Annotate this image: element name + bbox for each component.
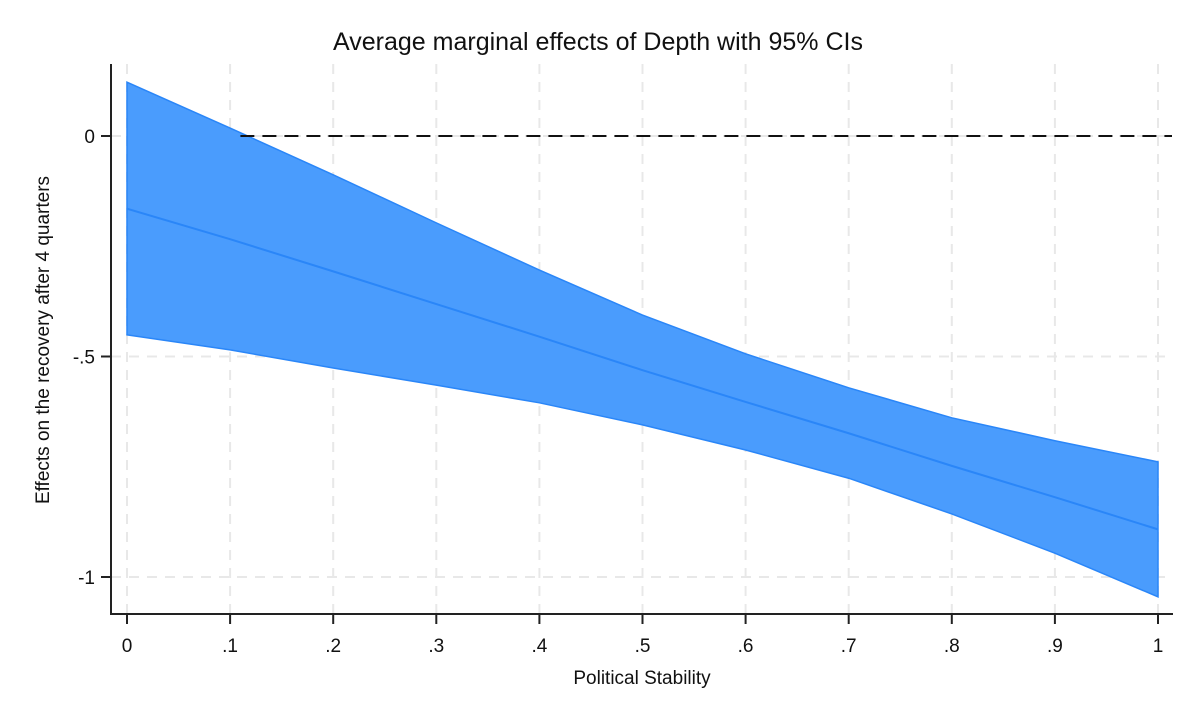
x-tick-label: .2 xyxy=(325,636,341,657)
x-ticks: 0 .1 .2 .3 .4 .5 .6 .7 .8 .9 1 xyxy=(122,614,1164,657)
x-tick-label: .5 xyxy=(635,636,651,657)
y-ticks: 0 -.5 -1 xyxy=(73,127,111,589)
x-tick-label: .9 xyxy=(1047,636,1063,657)
x-tick-label: .4 xyxy=(531,636,547,657)
x-axis-label: Political Stability xyxy=(573,668,711,689)
x-tick-label: .6 xyxy=(738,636,754,657)
y-tick-label: -1 xyxy=(78,568,95,589)
x-tick-label: 1 xyxy=(1153,636,1164,657)
x-tick-label: .1 xyxy=(222,636,238,657)
y-axis-label: Effects on the recovery after 4 quarters xyxy=(33,176,54,504)
confidence-band xyxy=(126,81,1159,598)
chart-title: Average marginal effects of Depth with 9… xyxy=(333,28,863,56)
y-tick-label: 0 xyxy=(84,127,95,148)
y-tick-label: -.5 xyxy=(73,348,95,369)
x-tick-label: 0 xyxy=(122,636,133,657)
x-tick-label: .8 xyxy=(944,636,960,657)
effect-line xyxy=(126,207,1159,531)
x-tick-label: .3 xyxy=(428,636,444,657)
x-tick-label: .7 xyxy=(841,636,857,657)
